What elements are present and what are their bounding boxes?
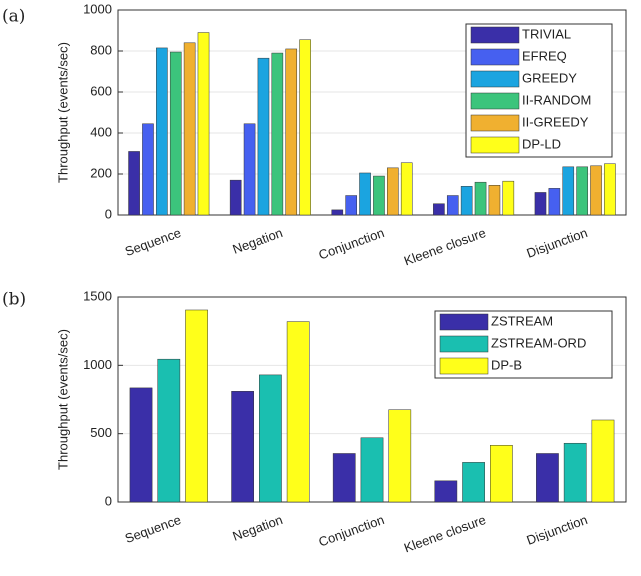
legend-swatch — [439, 335, 489, 353]
bar — [562, 166, 575, 216]
y-axis-label: Throughput (events/sec) — [55, 42, 70, 183]
legend-label: ZSTREAM — [491, 313, 553, 328]
legend-swatch — [470, 26, 520, 44]
bar — [129, 387, 153, 503]
bar — [128, 151, 140, 216]
bar — [243, 123, 256, 216]
legend-label: II-GREEDY — [522, 114, 589, 129]
legend-swatch — [439, 313, 489, 331]
bar — [548, 188, 561, 216]
bar — [299, 39, 311, 216]
bar — [534, 192, 547, 216]
bar — [259, 374, 282, 503]
legend-label: TRIVIAL — [522, 26, 571, 41]
legend-swatch — [470, 136, 520, 154]
bar — [502, 180, 515, 216]
x-tick-label: Negation — [231, 225, 285, 257]
bar — [536, 453, 559, 503]
legend-swatch — [470, 114, 520, 132]
bar — [197, 32, 210, 216]
x-tick-label: Disjunction — [525, 225, 590, 261]
legend-label: II-RANDOM — [522, 92, 591, 107]
bar — [433, 203, 445, 216]
y-tick-label: 1500 — [83, 288, 112, 303]
x-tick-label: Sequence — [123, 512, 183, 546]
x-tick-label: Negation — [231, 512, 285, 544]
bar — [388, 409, 412, 503]
y-tick-label: 1000 — [83, 357, 112, 372]
bar — [434, 480, 458, 503]
bar — [257, 57, 270, 216]
bar — [490, 445, 513, 503]
bar — [563, 442, 587, 503]
bar — [359, 172, 371, 216]
bar — [474, 181, 487, 216]
bar — [229, 179, 242, 216]
y-tick-label: 200 — [90, 165, 112, 180]
legend-label: EFREQ — [522, 48, 567, 63]
bar — [271, 52, 284, 216]
bar — [360, 437, 384, 503]
y-tick-label: 500 — [90, 425, 112, 440]
bar — [460, 186, 473, 216]
y-tick-label: 0 — [105, 206, 112, 221]
bar — [576, 166, 588, 216]
legend-label: DP-B — [491, 357, 522, 372]
bar — [345, 195, 357, 216]
legend-swatch — [470, 92, 520, 110]
legend-label: DP-LD — [522, 136, 561, 151]
x-tick-label: Kleene closure — [402, 512, 488, 556]
legend-label: GREEDY — [522, 70, 577, 85]
y-tick-label: 1000 — [83, 1, 112, 16]
y-tick-label: 600 — [90, 83, 112, 98]
bar — [488, 185, 501, 216]
legend-swatch — [470, 70, 520, 88]
plot-frame — [117, 9, 627, 216]
legend-label: ZSTREAM-ORD — [491, 335, 586, 350]
y-tick-label: 800 — [90, 42, 112, 57]
bar — [231, 391, 254, 503]
bar — [462, 462, 485, 503]
bar — [142, 123, 154, 216]
x-tick-label: Kleene closure — [402, 225, 488, 269]
bar — [591, 419, 615, 503]
bar — [157, 358, 181, 503]
legend-box — [465, 23, 613, 158]
y-axis-label: Throughput (events/sec) — [55, 329, 70, 470]
y-tick-label: 0 — [105, 493, 112, 508]
x-tick-label: Sequence — [123, 225, 183, 259]
bar — [285, 48, 298, 216]
panel-label: (b) — [2, 290, 26, 310]
bar — [185, 309, 208, 503]
bar — [332, 453, 356, 503]
legend-swatch — [439, 357, 489, 375]
bar — [387, 167, 399, 216]
bar — [604, 163, 616, 216]
x-tick-label: Conjunction — [317, 512, 387, 550]
bar — [400, 162, 413, 216]
x-tick-label: Conjunction — [317, 225, 387, 263]
y-tick-label: 400 — [90, 124, 112, 139]
bar — [183, 42, 196, 216]
bar — [169, 51, 182, 216]
bar — [373, 175, 385, 216]
panel-label: (a) — [2, 7, 25, 27]
legend-swatch — [470, 48, 520, 66]
bar — [331, 209, 344, 216]
bar — [590, 165, 602, 216]
bar — [156, 47, 168, 216]
bar — [286, 321, 310, 503]
x-tick-label: Disjunction — [525, 512, 590, 548]
bar — [446, 195, 459, 216]
